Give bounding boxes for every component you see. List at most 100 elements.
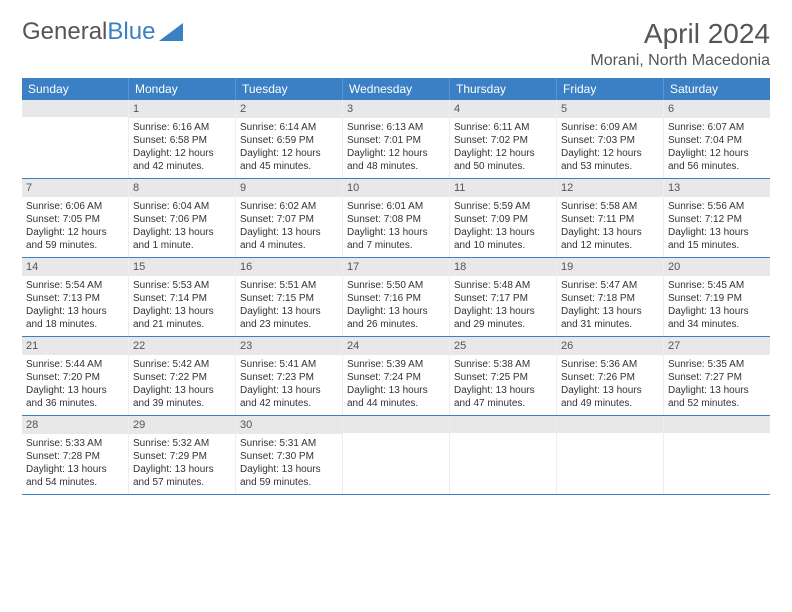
- daylight1-text: Daylight: 13 hours: [561, 305, 659, 318]
- day-cell: 3 Sunrise: 6:13 AMSunset: 7:01 PMDaylight…: [343, 100, 450, 178]
- daylight1-text: Daylight: 13 hours: [26, 463, 124, 476]
- sunrise-text: Sunrise: 6:11 AM: [454, 121, 552, 134]
- daylight1-text: Daylight: 13 hours: [347, 226, 445, 239]
- sunset-text: Sunset: 7:04 PM: [668, 134, 766, 147]
- header: GeneralBlue April 2024 Morani, North Mac…: [22, 18, 770, 70]
- day-header: Wednesday: [343, 78, 450, 100]
- day-details: Sunrise: 5:48 AMSunset: 7:17 PMDaylight:…: [450, 276, 556, 335]
- sunrise-text: Sunrise: 5:44 AM: [26, 358, 124, 371]
- sunset-text: Sunset: 7:12 PM: [668, 213, 766, 226]
- sunrise-text: Sunrise: 5:50 AM: [347, 279, 445, 292]
- sunrise-text: Sunrise: 6:14 AM: [240, 121, 338, 134]
- day-cell: 18Sunrise: 5:48 AMSunset: 7:17 PMDayligh…: [450, 258, 557, 336]
- day-cell: 1Sunrise: 6:16 AMSunset: 6:58 PMDaylight…: [129, 100, 236, 178]
- day-header: Sunday: [22, 78, 129, 100]
- day-cell: [557, 416, 664, 494]
- daylight2-text: and 36 minutes.: [26, 397, 124, 410]
- sunset-text: Sunset: 6:58 PM: [133, 134, 231, 147]
- day-number: 17: [343, 258, 449, 276]
- daylight2-text: and 59 minutes.: [26, 239, 124, 252]
- day-cell: 11Sunrise: 5:59 AMSunset: 7:09 PMDayligh…: [450, 179, 557, 257]
- day-details: Sunrise: 6:11 AMSunset: 7:02 PMDaylight:…: [450, 118, 556, 177]
- sunset-text: Sunset: 6:59 PM: [240, 134, 338, 147]
- day-number: 16: [236, 258, 342, 276]
- sunrise-text: Sunrise: 6:07 AM: [668, 121, 766, 134]
- day-number: 3: [343, 100, 449, 118]
- day-cell: 25Sunrise: 5:38 AMSunset: 7:25 PMDayligh…: [450, 337, 557, 415]
- day-number: 22: [129, 337, 235, 355]
- day-details: Sunrise: 5:53 AMSunset: 7:14 PMDaylight:…: [129, 276, 235, 335]
- daylight1-text: Daylight: 13 hours: [668, 384, 766, 397]
- day-details: Sunrise: 5:45 AMSunset: 7:19 PMDaylight:…: [664, 276, 770, 335]
- location-label: Morani, North Macedonia: [590, 52, 770, 70]
- sunrise-text: Sunrise: 6:16 AM: [133, 121, 231, 134]
- sunrise-text: Sunrise: 5:42 AM: [133, 358, 231, 371]
- day-cell: 16Sunrise: 5:51 AMSunset: 7:15 PMDayligh…: [236, 258, 343, 336]
- day-number: [557, 416, 663, 433]
- day-cell: 12Sunrise: 5:58 AMSunset: 7:11 PMDayligh…: [557, 179, 664, 257]
- daylight2-text: and 42 minutes.: [133, 160, 231, 173]
- day-cell: [450, 416, 557, 494]
- sunrise-text: Sunrise: 5:47 AM: [561, 279, 659, 292]
- daylight1-text: Daylight: 12 hours: [454, 147, 552, 160]
- day-cell: 2Sunrise: 6:14 AMSunset: 6:59 PMDaylight…: [236, 100, 343, 178]
- day-header: Monday: [129, 78, 236, 100]
- sunrise-text: Sunrise: 6:04 AM: [133, 200, 231, 213]
- day-header: Tuesday: [236, 78, 343, 100]
- sunset-text: Sunset: 7:08 PM: [347, 213, 445, 226]
- sunset-text: Sunset: 7:07 PM: [240, 213, 338, 226]
- day-number: 1: [129, 100, 235, 118]
- sunset-text: Sunset: 7:22 PM: [133, 371, 231, 384]
- daylight2-text: and 39 minutes.: [133, 397, 231, 410]
- day-number: 21: [22, 337, 128, 355]
- daylight1-text: Daylight: 13 hours: [561, 226, 659, 239]
- daylight1-text: Daylight: 12 hours: [240, 147, 338, 160]
- day-number: 5: [557, 100, 663, 118]
- calendar: Sunday Monday Tuesday Wednesday Thursday…: [22, 78, 770, 495]
- day-cell: 4Sunrise: 6:11 AMSunset: 7:02 PMDaylight…: [450, 100, 557, 178]
- sunset-text: Sunset: 7:25 PM: [454, 371, 552, 384]
- day-number: 15: [129, 258, 235, 276]
- day-cell: 9Sunrise: 6:02 AMSunset: 7:07 PMDaylight…: [236, 179, 343, 257]
- sunset-text: Sunset: 7:30 PM: [240, 450, 338, 463]
- day-number: 19: [557, 258, 663, 276]
- sunrise-text: Sunrise: 6:13 AM: [347, 121, 445, 134]
- sunset-text: Sunset: 7:01 PM: [347, 134, 445, 147]
- sunrise-text: Sunrise: 5:53 AM: [133, 279, 231, 292]
- daylight2-text: and 21 minutes.: [133, 318, 231, 331]
- day-details: Sunrise: 5:54 AMSunset: 7:13 PMDaylight:…: [22, 276, 128, 335]
- sunset-text: Sunset: 7:13 PM: [26, 292, 124, 305]
- sunrise-text: Sunrise: 5:45 AM: [668, 279, 766, 292]
- day-details: Sunrise: 6:16 AMSunset: 6:58 PMDaylight:…: [129, 118, 235, 177]
- day-cell: [664, 416, 770, 494]
- daylight1-text: Daylight: 12 hours: [133, 147, 231, 160]
- sunset-text: Sunset: 7:06 PM: [133, 213, 231, 226]
- sunrise-text: Sunrise: 5:33 AM: [26, 437, 124, 450]
- day-number: [450, 416, 556, 433]
- day-cell: 27Sunrise: 5:35 AMSunset: 7:27 PMDayligh…: [664, 337, 770, 415]
- day-number: 20: [664, 258, 770, 276]
- day-header-row: Sunday Monday Tuesday Wednesday Thursday…: [22, 78, 770, 100]
- daylight2-text: and 54 minutes.: [26, 476, 124, 489]
- daylight1-text: Daylight: 13 hours: [668, 305, 766, 318]
- daylight1-text: Daylight: 13 hours: [26, 305, 124, 318]
- day-number: [343, 416, 449, 433]
- daylight1-text: Daylight: 13 hours: [240, 463, 338, 476]
- day-details: Sunrise: 5:44 AMSunset: 7:20 PMDaylight:…: [22, 355, 128, 414]
- sunset-text: Sunset: 7:05 PM: [26, 213, 124, 226]
- day-number: [22, 100, 128, 117]
- day-number: [664, 416, 770, 433]
- day-cell: 20Sunrise: 5:45 AMSunset: 7:19 PMDayligh…: [664, 258, 770, 336]
- day-number: 24: [343, 337, 449, 355]
- daylight1-text: Daylight: 13 hours: [133, 463, 231, 476]
- day-details: Sunrise: 6:09 AMSunset: 7:03 PMDaylight:…: [557, 118, 663, 177]
- sunset-text: Sunset: 7:28 PM: [26, 450, 124, 463]
- daylight2-text: and 56 minutes.: [668, 160, 766, 173]
- sunrise-text: Sunrise: 5:32 AM: [133, 437, 231, 450]
- daylight1-text: Daylight: 12 hours: [347, 147, 445, 160]
- daylight1-text: Daylight: 13 hours: [240, 384, 338, 397]
- daylight1-text: Daylight: 13 hours: [454, 305, 552, 318]
- day-details: Sunrise: 5:36 AMSunset: 7:26 PMDaylight:…: [557, 355, 663, 414]
- week-row: 21Sunrise: 5:44 AMSunset: 7:20 PMDayligh…: [22, 337, 770, 416]
- day-details: Sunrise: 6:02 AMSunset: 7:07 PMDaylight:…: [236, 197, 342, 256]
